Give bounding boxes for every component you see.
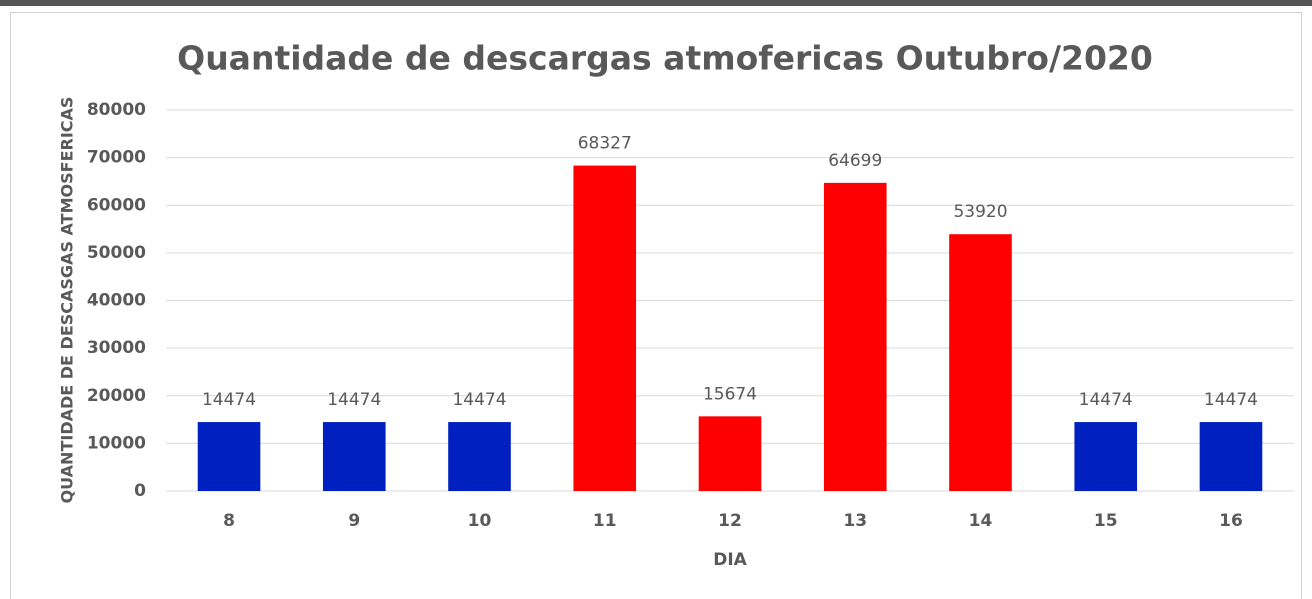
- bar: [1199, 422, 1263, 491]
- y-tick-label: 70000: [87, 148, 146, 168]
- y-tick-label: 0: [134, 481, 146, 501]
- y-axis-label: QUANTIDADE DE DESCASGAS ATMOSFERICAS: [58, 97, 77, 504]
- y-tick-label: 10000: [87, 433, 146, 453]
- bar: [823, 182, 887, 491]
- value-label: 53920: [953, 202, 1007, 222]
- value-label: 14474: [1079, 390, 1133, 410]
- y-tick-label: 30000: [87, 338, 146, 358]
- chart-title: Quantidade de descargas atmofericas Outu…: [177, 39, 1153, 78]
- x-tick-label: 12: [718, 511, 742, 531]
- x-tick-label: 8: [223, 511, 235, 531]
- value-label: 68327: [578, 134, 632, 154]
- value-label: 14474: [327, 390, 381, 410]
- x-axis-label: DIA: [713, 550, 747, 570]
- value-label: 64699: [828, 151, 882, 171]
- x-tick-label: 13: [843, 511, 867, 531]
- bar: [949, 234, 1012, 491]
- value-label: 14474: [1204, 390, 1258, 410]
- x-tick-label: 10: [468, 511, 492, 531]
- y-tick-label: 20000: [87, 386, 146, 406]
- value-label: 15674: [703, 384, 757, 404]
- x-tick-label: 15: [1094, 511, 1118, 531]
- bar: [1074, 422, 1138, 491]
- bar: [448, 422, 511, 491]
- x-tick-label: 9: [348, 511, 360, 531]
- y-tick-label: 40000: [87, 291, 146, 311]
- value-label: 14474: [202, 390, 256, 410]
- x-tick-label: 16: [1219, 511, 1243, 531]
- x-tick-label: 14: [969, 511, 993, 531]
- y-tick-label: 60000: [87, 195, 146, 215]
- y-tick-label: 80000: [87, 100, 146, 120]
- y-tick-label: 50000: [87, 243, 146, 263]
- bar: [197, 422, 261, 491]
- x-tick-label: 11: [593, 511, 617, 531]
- value-label: 14474: [452, 390, 506, 410]
- bar: [698, 416, 762, 491]
- bar: [322, 422, 386, 491]
- bar: [573, 165, 637, 492]
- top-border: [0, 0, 1312, 6]
